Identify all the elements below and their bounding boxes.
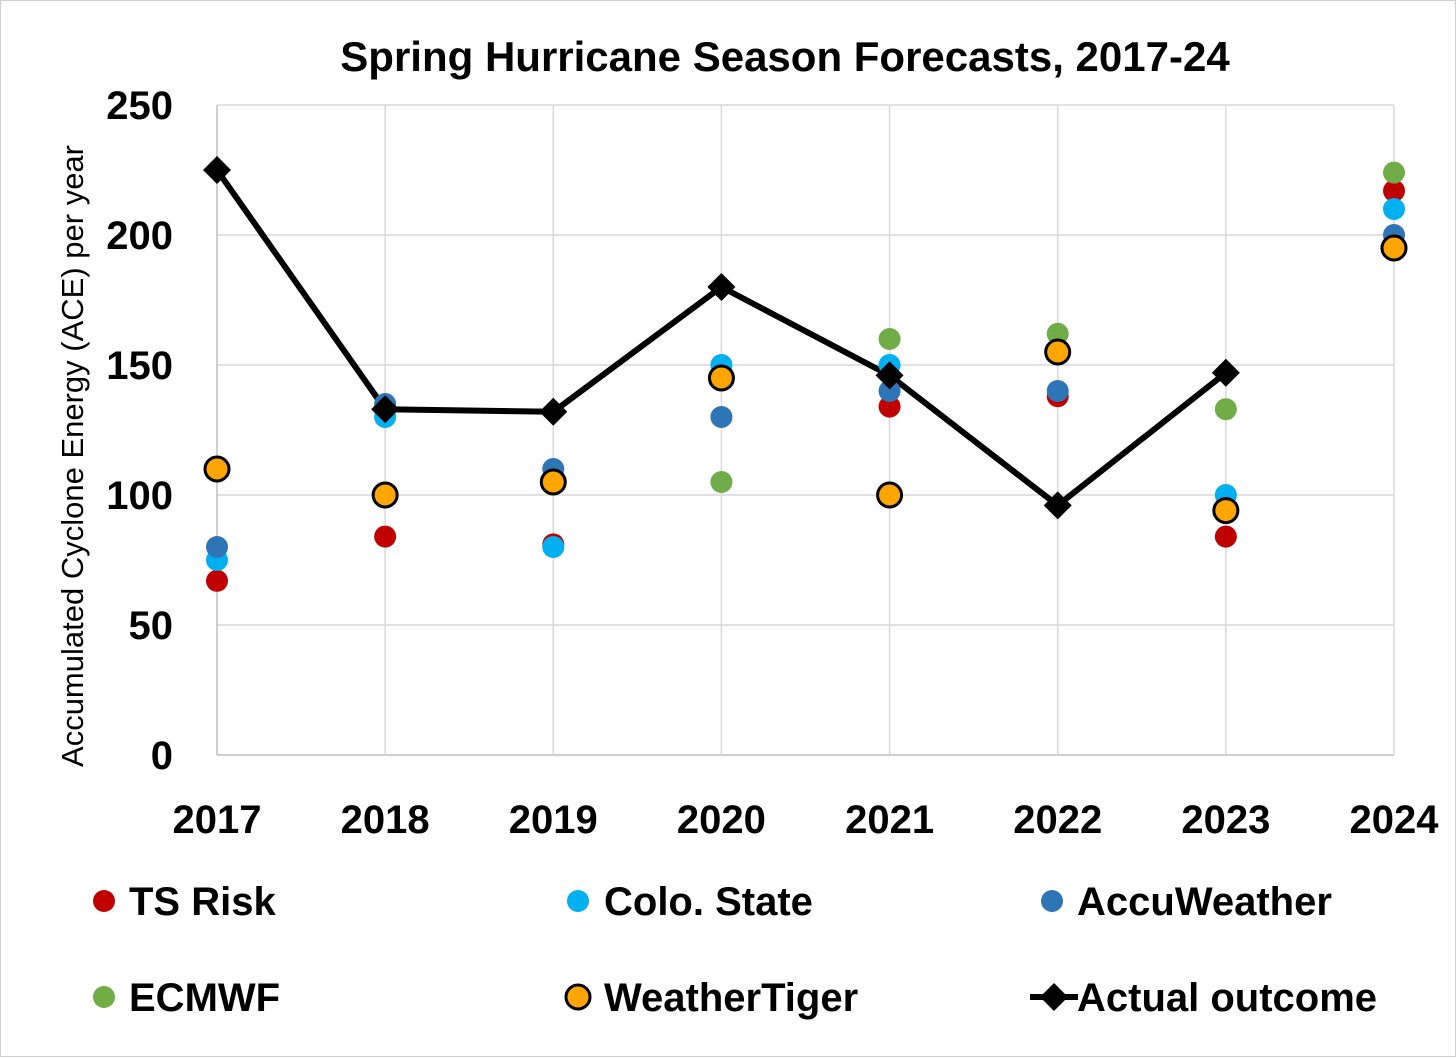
- weathertiger-point-2020: [707, 364, 735, 392]
- weathertiger-point-2017: [203, 455, 231, 483]
- gridlines: [216, 104, 1395, 756]
- legend-accuweather-marker: [1041, 890, 1063, 912]
- actual-outcome-point-2017: [203, 156, 231, 184]
- legend-ecmwf-label: ECMWF: [129, 976, 280, 1020]
- x-tick-2018: 2018: [341, 798, 430, 842]
- weathertiger-point-2019: [539, 468, 567, 496]
- ecmwf-point-2021: [878, 328, 901, 350]
- accuweather-point-2021: [878, 380, 901, 402]
- legend-ts-risk: TS Risk: [93, 880, 276, 924]
- legend-colo-state: Colo. State: [567, 880, 813, 924]
- weathertiger-point-2023: [1212, 497, 1240, 525]
- ecmwf-point-2023: [1214, 398, 1237, 421]
- legend-ecmwf: ECMWF: [93, 976, 280, 1020]
- ts-risk-point-2023: [1214, 525, 1237, 548]
- ts-risk-point-2017: [206, 569, 228, 592]
- legend: TS Risk Colo. State AccuWeather ECMWF Weathe…: [93, 880, 1377, 1020]
- ecmwf-point-2022: [1046, 322, 1069, 345]
- weathertiger-point-2024: [1380, 234, 1408, 262]
- x-tick-2023: 2023: [1181, 798, 1270, 842]
- chart-title: Spring Hurricane Season Forecasts, 2017-…: [340, 33, 1230, 80]
- data-points: [203, 156, 1408, 592]
- y-axis-label: Accumulated Cyclone Energy (ACE) per yea…: [55, 145, 90, 767]
- y-tick-0: 0: [151, 734, 173, 778]
- actual-outcome-point-2020: [707, 273, 736, 301]
- colo-state-point-2024: [1383, 198, 1405, 220]
- ts-risk-point-2024: [1383, 179, 1405, 202]
- x-tick-2022: 2022: [1013, 798, 1102, 842]
- x-tick-2021: 2021: [845, 798, 934, 842]
- weathertiger-point-2018: [371, 481, 399, 509]
- y-tick-150: 150: [106, 344, 173, 388]
- y-tick-250: 250: [106, 84, 173, 128]
- ts-risk-point-2018: [374, 525, 397, 548]
- actual-outcome-point-2019: [539, 397, 568, 426]
- legend-colo-state-marker: [567, 890, 589, 912]
- ecmwf-point-2024: [1383, 161, 1405, 184]
- legend-colo-state-label: Colo. State: [604, 880, 813, 924]
- accuweather-point-2020: [710, 406, 733, 428]
- legend-weathertiger: WeatherTiger: [564, 976, 858, 1020]
- legend-accuweather: AccuWeather: [1041, 880, 1332, 924]
- x-tick-2017: 2017: [173, 798, 262, 842]
- weathertiger-point-2021: [876, 481, 904, 509]
- actual-outcome-point-2018: [371, 395, 400, 424]
- x-tick-2024: 2024: [1350, 798, 1440, 842]
- x-tick-2020: 2020: [677, 798, 766, 842]
- x-tick-labels: 2017 2018 2019 2020 2021 2022 2023 2024: [173, 798, 1440, 842]
- legend-actual-outcome-marker: [1040, 983, 1068, 1011]
- legend-ts-risk-label: TS Risk: [129, 880, 276, 924]
- legend-actual-outcome-label: Actual outcome: [1077, 976, 1377, 1020]
- legend-ecmwf-marker: [93, 986, 115, 1008]
- legend-ts-risk-marker: [93, 890, 115, 912]
- y-tick-50: 50: [129, 604, 174, 648]
- weathertiger-point-2022: [1044, 338, 1072, 366]
- legend-weathertiger-marker: [564, 983, 592, 1011]
- actual-outcome-point-2023: [1211, 358, 1240, 387]
- x-tick-2019: 2019: [509, 798, 598, 842]
- legend-accuweather-label: AccuWeather: [1077, 880, 1332, 924]
- y-tick-200: 200: [106, 214, 173, 258]
- legend-weathertiger-label: WeatherTiger: [604, 976, 858, 1020]
- legend-actual-outcome: Actual outcome: [1030, 976, 1377, 1020]
- actual-outcome-point-2021: [875, 361, 904, 390]
- ecmwf-point-2020: [710, 471, 733, 493]
- accuweather-point-2017: [206, 536, 228, 558]
- y-tick-100: 100: [106, 474, 173, 518]
- y-tick-labels: 0 50 100 150 200 250: [106, 84, 173, 778]
- colo-state-point-2019: [542, 536, 565, 558]
- actual-outcome-point-2022: [1043, 491, 1072, 520]
- ts-risk-point-2021: [878, 395, 901, 418]
- accuweather-point-2022: [1046, 380, 1069, 402]
